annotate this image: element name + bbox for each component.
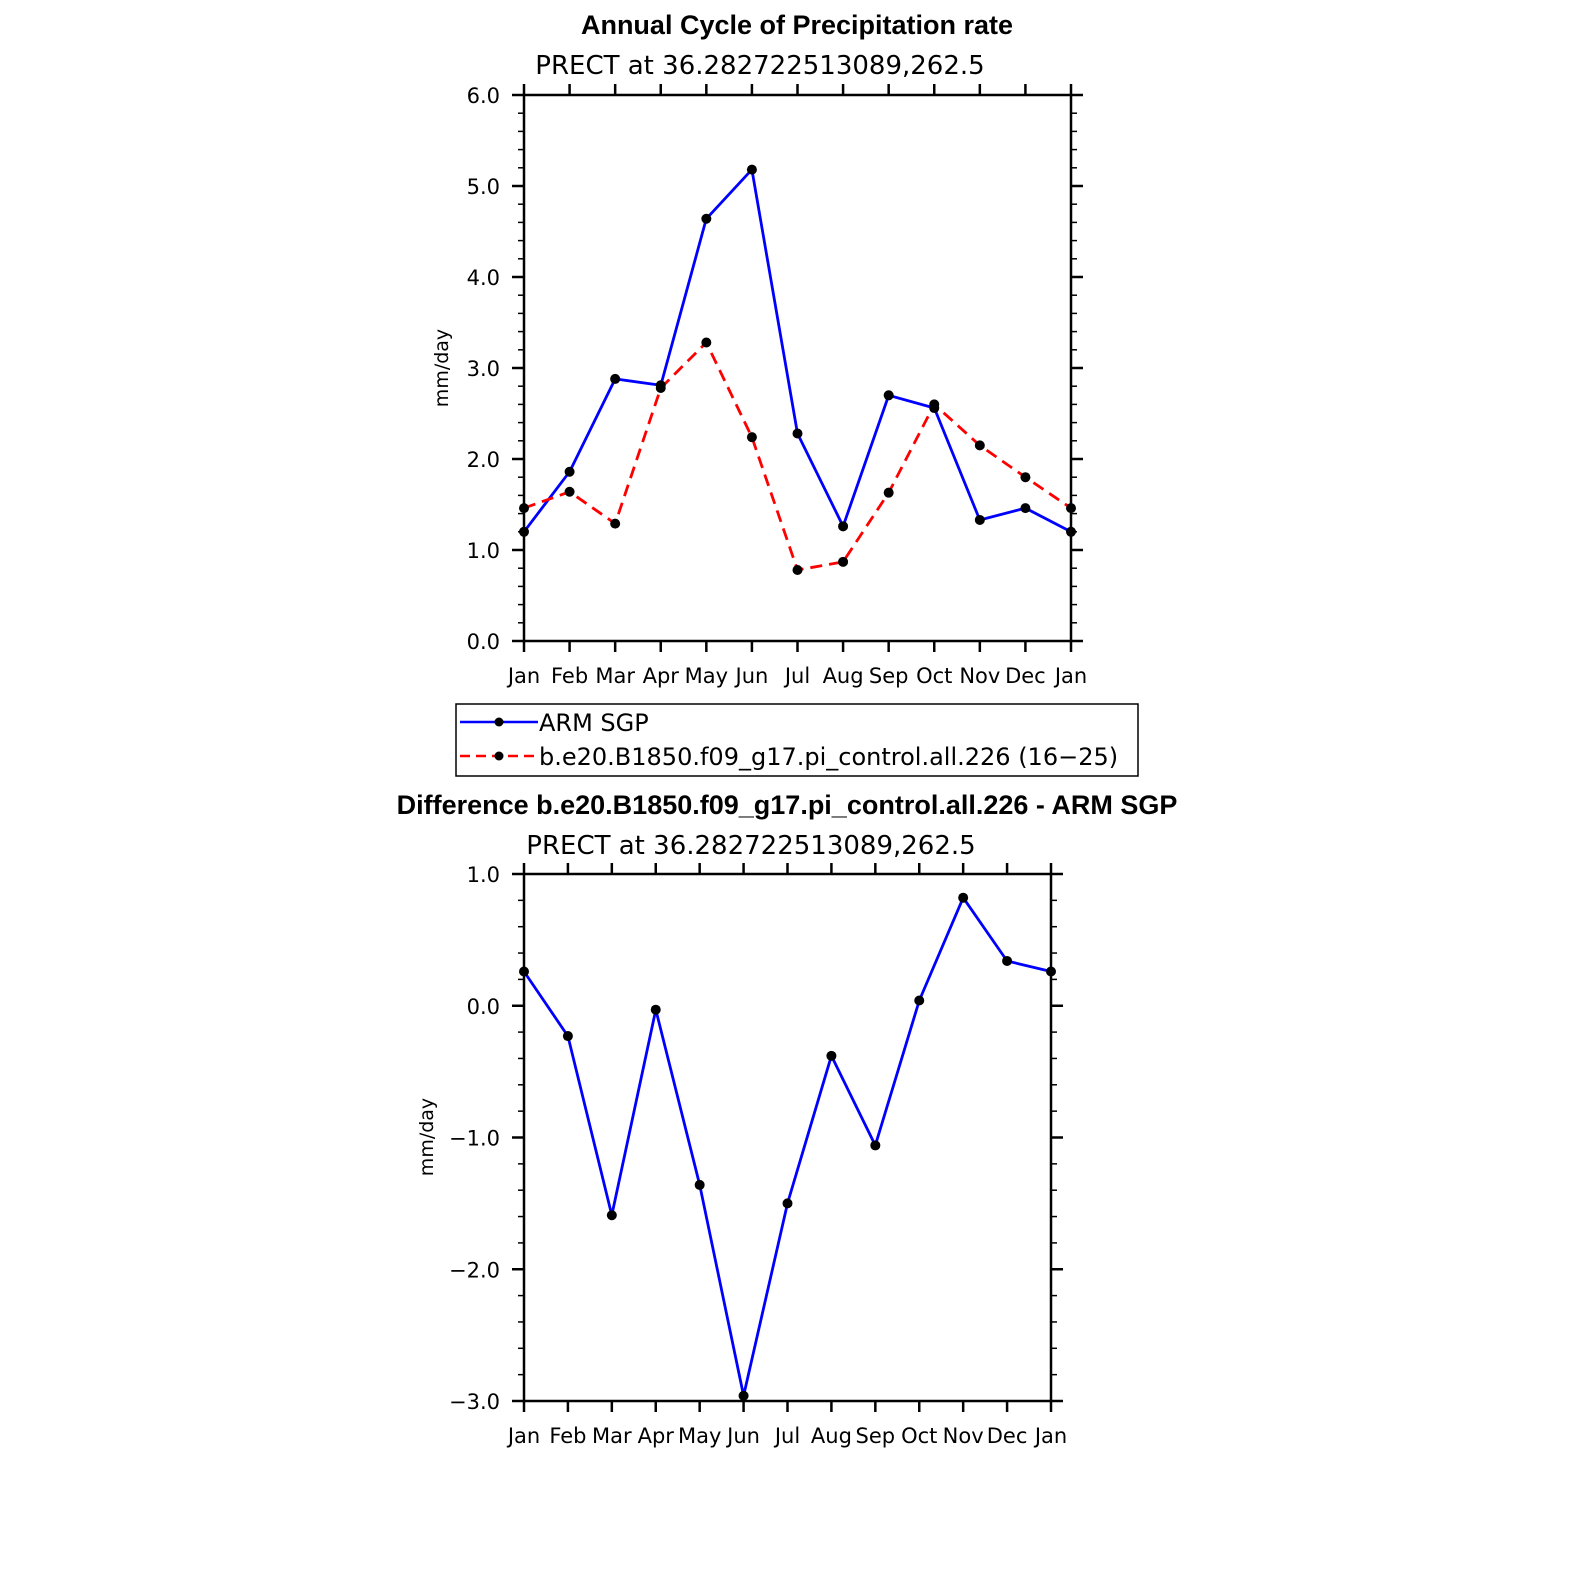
data-point (838, 556, 849, 567)
y-tick-label: 2.0 (467, 448, 500, 472)
legend-marker (494, 751, 504, 761)
x-tick-label: Dec (987, 1424, 1028, 1448)
y-tick-label: −1.0 (449, 1127, 500, 1151)
data-point (562, 1031, 573, 1042)
x-tick-label: Jul (783, 664, 810, 688)
data-point (694, 1179, 705, 1190)
data-point (782, 1198, 793, 1209)
data-point (1046, 966, 1056, 977)
plot-frame (522, 93, 1073, 643)
y-tick-label: 0.0 (467, 995, 500, 1019)
y-tick-label: 6.0 (467, 84, 500, 108)
plot-frame (522, 872, 1053, 1403)
x-tick-label: Feb (549, 1424, 586, 1448)
legend-label: b.e20.B1850.f09_g17.pi_control.all.226 (… (539, 743, 1118, 771)
data-point (738, 1390, 749, 1401)
x-tick-label: Aug (823, 664, 864, 688)
y-tick-label: 1.0 (467, 539, 500, 563)
x-tick-label: Mar (592, 1424, 632, 1448)
series-line-0 (522, 168, 1072, 534)
legend-box (455, 703, 1139, 777)
data-point (792, 565, 803, 576)
legend: ARM SGP b.e20.B1850.f09_g17.pi_control.a… (455, 703, 1139, 777)
x-tick-label: Jun (725, 1424, 760, 1448)
x-tick-label: Apr (643, 664, 680, 688)
y-axis-label: mm/day (416, 1098, 438, 1176)
data-point (792, 428, 803, 439)
x-tick-label: Mar (595, 664, 635, 688)
data-point (929, 399, 940, 410)
series-line-1 (523, 341, 1072, 572)
data-point (826, 1050, 837, 1061)
x-tick-label: Jan (506, 664, 540, 688)
data-point (746, 164, 757, 175)
data-point (883, 390, 894, 401)
chart-subtitle: PRECT at 36.282722513089,262.5 (535, 51, 984, 81)
x-tick-label: Oct (916, 664, 952, 688)
x-tick-label: Dec (1005, 664, 1046, 688)
data-point (519, 966, 529, 977)
x-tick-label: Feb (551, 664, 588, 688)
legend-marker (494, 717, 504, 727)
data-point (958, 892, 969, 903)
data-point (1066, 503, 1076, 514)
data-point (701, 213, 712, 224)
x-tick-label: Jan (506, 1424, 540, 1448)
legend-entry-arm-sgp: ARM SGP (460, 709, 649, 737)
y-tick-label: 3.0 (467, 357, 500, 381)
x-tick-label: Apr (638, 1424, 675, 1448)
x-tick-label: Nov (943, 1424, 984, 1448)
data-point (564, 466, 575, 477)
data-point (838, 521, 849, 532)
plot-area: Jan Feb Mar Apr May Jun Jul Aug Sep Oct Nov Dec Jan0… (467, 84, 1087, 688)
data-point (564, 486, 575, 497)
legend-label: ARM SGP (539, 709, 649, 737)
x-tick-label: Sep (856, 1424, 896, 1448)
plot-area: Jan Feb Mar Apr May Jun Jul Aug Sep Oct Nov Dec Jan−… (449, 863, 1067, 1448)
y-tick-label: 5.0 (467, 175, 500, 199)
x-tick-label: Jan (1033, 1424, 1067, 1448)
y-tick-label: 0.0 (467, 630, 500, 654)
chart-title: Difference b.e20.B1850.f09_g17.pi_contro… (397, 790, 1178, 820)
x-tick-label: Aug (811, 1424, 852, 1448)
data-point (883, 487, 894, 498)
data-point (1066, 526, 1076, 537)
data-point (610, 373, 621, 384)
data-point (1020, 472, 1031, 483)
x-tick-label: May (685, 664, 728, 688)
data-point (974, 440, 985, 451)
x-tick-label: Jul (773, 1424, 800, 1448)
data-point (870, 1140, 881, 1151)
legend-entry-model: b.e20.B1850.f09_g17.pi_control.all.226 (… (460, 743, 1118, 771)
chart-title: Annual Cycle of Precipitation rate (581, 10, 1013, 40)
data-point (914, 995, 925, 1006)
data-point (610, 518, 621, 529)
data-point (974, 514, 985, 525)
y-axis-label: mm/day (431, 329, 453, 407)
y-tick-label: −2.0 (449, 1258, 500, 1282)
x-tick-label: Oct (901, 1424, 937, 1448)
data-point (655, 383, 666, 394)
y-tick-label: −3.0 (449, 1390, 500, 1414)
y-tick-label: 4.0 (467, 266, 500, 290)
chart-subtitle: PRECT at 36.282722513089,262.5 (526, 831, 975, 861)
x-tick-label: Jan (1053, 664, 1087, 688)
x-tick-label: Jun (734, 664, 769, 688)
series-line-0 (522, 896, 1052, 1398)
x-tick-label: Sep (869, 664, 909, 688)
data-point (606, 1210, 617, 1221)
data-point (701, 337, 712, 348)
precip-difference-chart: Difference b.e20.B1850.f09_g17.pi_contro… (397, 790, 1178, 1448)
x-tick-label: May (678, 1424, 721, 1448)
y-tick-label: 1.0 (467, 863, 500, 887)
x-tick-label: Nov (959, 664, 1000, 688)
precip-annual-cycle-chart: Annual Cycle of Precipitation rate PRECT… (431, 10, 1087, 688)
data-point (650, 1004, 661, 1015)
data-point (746, 432, 757, 443)
data-point (519, 503, 529, 514)
data-point (519, 526, 529, 537)
data-point (1020, 503, 1031, 514)
data-point (1002, 955, 1013, 966)
